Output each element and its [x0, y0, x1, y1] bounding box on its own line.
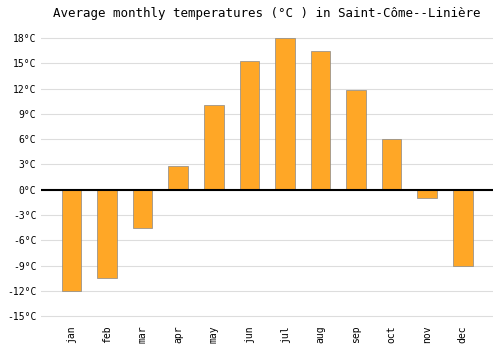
- Bar: [204, 105, 224, 190]
- Bar: [168, 166, 188, 190]
- Bar: [62, 190, 82, 291]
- Bar: [382, 139, 402, 190]
- Bar: [453, 190, 472, 266]
- Bar: [98, 190, 117, 278]
- Title: Average monthly temperatures (°C ) in Saint-Côme--Linière: Average monthly temperatures (°C ) in Sa…: [54, 7, 481, 20]
- Bar: [418, 190, 437, 198]
- Bar: [310, 51, 330, 190]
- Bar: [275, 38, 294, 190]
- Bar: [133, 190, 152, 228]
- Bar: [240, 61, 259, 190]
- Bar: [346, 90, 366, 190]
